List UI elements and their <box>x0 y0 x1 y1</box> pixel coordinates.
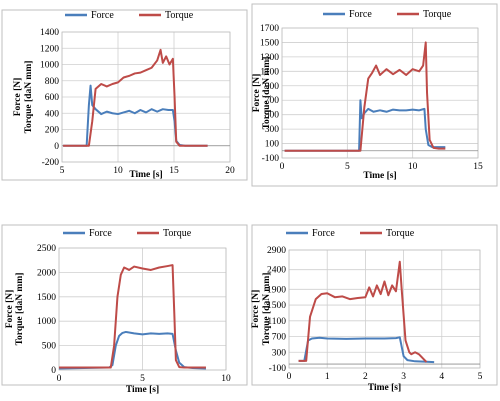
y-tick-label: 300 <box>265 125 280 135</box>
y-tick-label: 1000 <box>37 317 56 327</box>
y-tick-label: 1900 <box>267 285 286 295</box>
y-tick-label: 500 <box>265 111 280 121</box>
legend-label-force: Force <box>349 9 372 20</box>
y-tick-label: 400 <box>45 109 60 119</box>
x-tick-label: 5 <box>478 372 483 382</box>
y-tick-label: 800 <box>45 77 60 87</box>
series-line-torque <box>298 260 428 363</box>
y-tick-label: 500 <box>42 342 57 352</box>
legend-label-torque: Torque <box>163 228 192 239</box>
x-axis-label: Time [s] <box>363 171 396 181</box>
y-tick-label: 1000 <box>40 61 59 71</box>
x-tick-label: 15 <box>169 166 179 176</box>
y-tick-label: 0 <box>54 142 59 152</box>
x-tick-label: 4 <box>439 372 444 382</box>
legend-label-torque: Torque <box>423 9 452 20</box>
x-tick-label: 0 <box>287 372 292 382</box>
chart-panel-3: 0 500 1000 1500 2000 2500 0 5 10 Time [s] Force [N… <box>0 200 250 400</box>
x-tick-label: 0 <box>57 374 62 384</box>
y-tick-label: 1100 <box>260 67 279 77</box>
series-line-torque <box>59 264 206 369</box>
legend-label-torque: Torque <box>386 228 415 239</box>
y-tick-label: 200 <box>45 126 60 136</box>
legend-label-force: Force <box>91 10 114 21</box>
chart-panel-4: -100 300 700 1100 1500 1900 2400 2900 0 1 2 3 4 5 Time… <box>250 200 500 400</box>
plot-area <box>281 27 479 159</box>
x-tick-label: 5 <box>345 162 350 172</box>
series-line-force <box>63 84 208 147</box>
y-axis-label-force: Force [N] <box>13 78 23 117</box>
chart-2-svg: -100 100 300 500 700 900 1100 1300 1500 1700 0 5 10 1… <box>251 3 498 187</box>
y-axis-label-torque: Torque [daN mm] <box>262 273 272 346</box>
series-line-force <box>284 99 446 152</box>
y-tick-label: 1100 <box>267 317 286 327</box>
y-tick-label: 600 <box>45 93 60 103</box>
chart-4-svg: -100 300 700 1100 1500 1900 2400 2900 0 1 2 3 4 5 Time… <box>251 224 498 393</box>
y-tick-label: 1400 <box>40 28 59 38</box>
y-tick-label: 2500 <box>37 244 56 254</box>
chart-1-svg: -200 0 200 400 600 800 1000 1200 1400 5 10 15 20 Time… <box>1 9 248 181</box>
chart-frame <box>1 9 248 181</box>
y-tick-label: 900 <box>265 82 280 92</box>
y-tick-label: 2000 <box>37 268 56 278</box>
y-tick-label: 2900 <box>267 246 286 256</box>
series-line-torque <box>63 48 208 147</box>
chart-panel-2: -100 100 300 500 700 900 1100 1300 1500 1700 0 5 10 1… <box>250 0 500 200</box>
y-axis-label-force: Force [N] <box>5 290 15 329</box>
y-axis-label-force: Force [N] <box>251 290 261 329</box>
x-axis-label: Time [s] <box>368 383 401 393</box>
plot-area <box>58 247 227 371</box>
series-line-force <box>58 330 206 370</box>
chart-frame <box>251 224 498 386</box>
y-axis-label-torque: Torque [daN mm] <box>15 273 25 346</box>
x-tick-label: 10 <box>221 374 231 384</box>
x-tick-label: 0 <box>280 162 285 172</box>
y-axis-label-torque: Torque [daN mm] <box>262 57 272 130</box>
legend-label-force: Force <box>89 228 112 239</box>
y-tick-label: 700 <box>272 333 287 343</box>
x-tick-label: 20 <box>225 166 235 176</box>
y-axis-label-torque: Torque [daN mm] <box>24 61 34 134</box>
y-tick-label: 1200 <box>40 44 59 54</box>
series-line-force <box>298 336 435 364</box>
x-tick-label: 15 <box>473 162 483 172</box>
chart-panel-1: -200 0 200 400 600 800 1000 1200 1400 5 10 15 20 Time… <box>0 0 250 200</box>
x-tick-label: 5 <box>140 374 145 384</box>
x-axis-label: Time [s] <box>129 170 162 180</box>
y-axis-label-force: Force [N] <box>252 74 262 113</box>
chart-frame <box>1 224 248 386</box>
x-tick-label: 2 <box>363 372 368 382</box>
y-tick-label: 100 <box>265 140 280 150</box>
y-tick-label: 1500 <box>260 38 279 48</box>
y-tick-label: 2400 <box>267 266 286 276</box>
y-tick-label: -200 <box>42 158 60 168</box>
y-tick-label: 700 <box>265 96 280 106</box>
y-tick-label: 1300 <box>260 53 279 63</box>
x-tick-label: 10 <box>408 162 418 172</box>
legend-label-force: Force <box>312 228 335 239</box>
plot-area <box>288 249 481 369</box>
x-tick-label: 3 <box>401 372 406 382</box>
x-tick-label: 5 <box>60 166 65 176</box>
plot-area <box>61 31 231 163</box>
x-tick-label: 10 <box>113 166 123 176</box>
x-axis-label: Time [s] <box>126 385 159 395</box>
chart-3-svg: 0 500 1000 1500 2000 2500 0 5 10 Time [s] Force [N… <box>1 224 248 395</box>
y-tick-label: 1500 <box>37 293 56 303</box>
y-tick-label: 1700 <box>260 24 279 34</box>
y-tick-label: 1500 <box>267 301 286 311</box>
legend-label-torque: Torque <box>165 10 194 21</box>
y-tick-label: -100 <box>262 154 280 164</box>
y-tick-label: -100 <box>269 364 287 374</box>
y-tick-label: 300 <box>272 348 287 358</box>
chart-frame <box>251 3 498 187</box>
x-tick-label: 1 <box>325 372 330 382</box>
y-tick-label: 0 <box>51 366 56 376</box>
series-line-torque <box>284 41 446 152</box>
